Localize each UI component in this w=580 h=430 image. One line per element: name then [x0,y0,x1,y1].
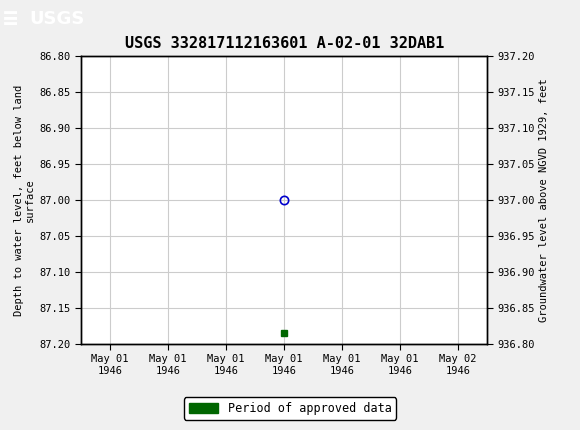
Title: USGS 332817112163601 A-02-01 32DAB1: USGS 332817112163601 A-02-01 32DAB1 [125,36,444,51]
Legend: Period of approved data: Period of approved data [184,397,396,420]
Text: ≡: ≡ [3,7,18,31]
Text: USGS: USGS [29,10,84,28]
Y-axis label: Groundwater level above NGVD 1929, feet: Groundwater level above NGVD 1929, feet [539,78,549,322]
Y-axis label: Depth to water level, feet below land
surface: Depth to water level, feet below land su… [14,84,35,316]
